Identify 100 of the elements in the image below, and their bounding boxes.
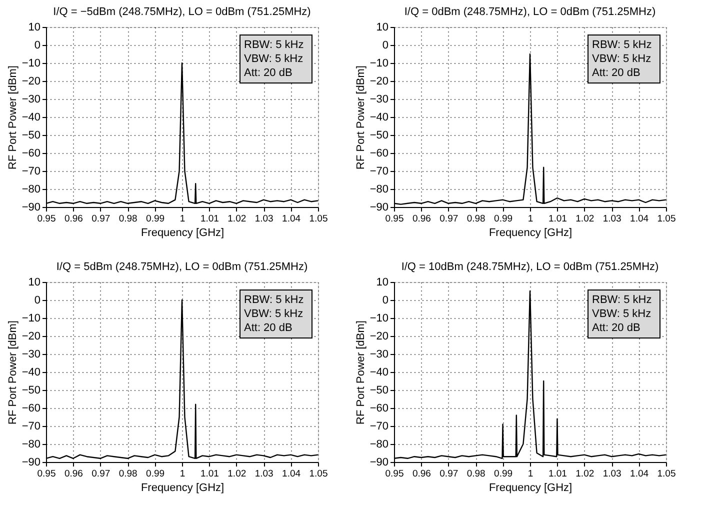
x-tick-label: 1.02	[576, 214, 594, 224]
y-tick-label: −80	[370, 184, 388, 196]
y-tick-label: −10	[370, 58, 388, 70]
x-tick-label: 1.04	[282, 468, 301, 480]
x-tick-label: 0.95	[37, 214, 56, 224]
y-tick-label: −40	[370, 112, 388, 124]
x-tick-label: 0.95	[37, 468, 56, 480]
chart-title: I/Q = −5dBm (248.75MHz), LO = 0dBm (751.25MHz)	[53, 6, 311, 18]
y-tick-label: 10	[28, 276, 40, 288]
y-tick-label: −10	[22, 58, 40, 70]
x-tick-label: 0.96	[64, 214, 83, 224]
annotation: RBW: 5 kHz	[244, 294, 304, 306]
y-tick-label: −20	[22, 330, 40, 342]
x-tick-label: 1.02	[576, 468, 594, 480]
y-tick-label: −80	[22, 184, 40, 196]
x-tick-label: 1.02	[228, 468, 246, 480]
x-tick-label: 0.95	[385, 468, 404, 480]
annotation: RBW: 5 kHz	[592, 39, 652, 51]
y-tick-label: −50	[22, 384, 40, 396]
x-tick-label: 1.05	[657, 214, 676, 224]
y-tick-label: −40	[22, 112, 40, 124]
x-tick-label: 1.01	[200, 468, 219, 480]
y-tick-label: −50	[370, 130, 388, 142]
y-tick-label: −30	[370, 348, 388, 360]
y-axis-title: RF Port Power [dBm]	[354, 320, 367, 424]
y-tick-label: −90	[370, 456, 388, 468]
y-tick-label: −90	[22, 202, 40, 214]
y-tick-label: −70	[370, 420, 388, 432]
annotation: VBW: 5 kHz	[592, 308, 652, 320]
x-axis-title: Frequency [GHz]	[140, 227, 224, 239]
y-tick-label: −80	[22, 438, 40, 450]
y-tick-label: −40	[370, 366, 388, 378]
x-tick-label: 1.03	[602, 214, 622, 224]
annotation: Att: 20 dB	[592, 67, 640, 79]
y-tick-label: 0	[34, 294, 40, 306]
x-tick-label: 1.04	[630, 468, 649, 480]
x-axis-title: Frequency [GHz]	[488, 227, 572, 239]
y-tick-label: −40	[22, 366, 40, 378]
annotation: VBW: 5 kHz	[244, 53, 304, 65]
x-tick-label: 1.02	[228, 214, 246, 224]
annotation: Att: 20 dB	[244, 67, 292, 79]
annotation: Att: 20 dB	[592, 322, 640, 334]
y-tick-label: −60	[370, 148, 388, 160]
annotation: VBW: 5 kHz	[592, 53, 652, 65]
x-tick-label: 1	[528, 468, 534, 480]
x-tick-label: 1	[528, 214, 534, 224]
y-tick-label: −60	[22, 148, 40, 160]
x-tick-label: 1.04	[630, 214, 649, 224]
y-tick-label: −60	[370, 402, 388, 414]
y-tick-label: −20	[22, 76, 40, 88]
y-axis-title: RF Port Power [dBm]	[6, 320, 19, 424]
x-axis-title: Frequency [GHz]	[140, 482, 224, 494]
y-tick-label: 10	[28, 22, 40, 34]
y-tick-label: −70	[22, 166, 40, 178]
y-tick-label: 0	[382, 40, 388, 52]
x-tick-label: 0.96	[64, 468, 83, 480]
x-tick-label: 1	[180, 214, 186, 224]
x-tick-label: 1.05	[309, 214, 328, 224]
x-tick-label: 0.99	[146, 468, 165, 480]
x-tick-label: 0.97	[92, 468, 110, 480]
chart-title: I/Q = 10dBm (248.75MHz), LO = 0dBm (751.25MHz)	[401, 261, 659, 273]
y-tick-label: −10	[370, 312, 388, 324]
x-tick-label: 1.03	[602, 468, 622, 480]
y-tick-label: 0	[34, 40, 40, 52]
x-tick-label: 1	[180, 468, 186, 480]
x-tick-label: 1.03	[254, 214, 274, 224]
y-tick-label: −50	[370, 384, 388, 396]
x-tick-label: 0.97	[440, 214, 458, 224]
x-tick-label: 0.98	[118, 468, 138, 480]
x-tick-label: 0.99	[494, 214, 513, 224]
y-axis-title: RF Port Power [dBm]	[354, 66, 367, 170]
x-tick-label: 1.04	[282, 214, 301, 224]
x-tick-label: 1.05	[309, 468, 328, 480]
y-tick-label: −60	[22, 402, 40, 414]
x-axis-title: Frequency [GHz]	[488, 482, 572, 494]
annotation: RBW: 5 kHz	[244, 39, 304, 51]
y-tick-label: 10	[376, 22, 388, 34]
x-tick-label: 0.96	[412, 468, 431, 480]
y-tick-label: −10	[22, 312, 40, 324]
x-tick-label: 0.99	[494, 468, 513, 480]
x-tick-label: 1.01	[548, 468, 567, 480]
x-tick-label: 0.98	[466, 468, 486, 480]
annotation: VBW: 5 kHz	[244, 308, 304, 320]
y-tick-label: −50	[22, 130, 40, 142]
y-tick-label: −30	[22, 348, 40, 360]
y-tick-label: −20	[370, 76, 388, 88]
y-tick-label: 10	[376, 276, 388, 288]
x-tick-label: 0.95	[385, 214, 404, 224]
x-tick-label: 1.05	[657, 468, 676, 480]
y-tick-label: −70	[370, 166, 388, 178]
y-tick-label: −80	[370, 438, 388, 450]
x-tick-label: 0.97	[92, 214, 110, 224]
y-tick-label: 0	[382, 294, 388, 306]
chart-title: I/Q = 5dBm (248.75MHz), LO = 0dBm (751.25MHz)	[56, 261, 308, 273]
y-tick-label: −90	[22, 456, 40, 468]
y-tick-label: −70	[22, 420, 40, 432]
x-tick-label: 0.98	[466, 214, 486, 224]
y-tick-label: −20	[370, 330, 388, 342]
x-tick-label: 1.01	[200, 214, 219, 224]
y-axis-title: RF Port Power [dBm]	[6, 66, 19, 170]
